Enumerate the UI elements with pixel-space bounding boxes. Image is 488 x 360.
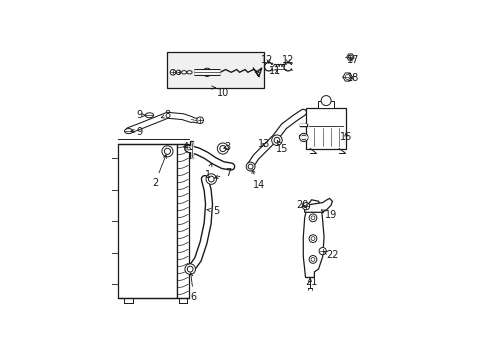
Text: 21: 21 [305, 276, 317, 287]
Text: 20: 20 [296, 201, 308, 210]
Text: 10: 10 [216, 88, 228, 98]
Circle shape [217, 143, 228, 154]
Circle shape [184, 264, 195, 274]
Text: 14: 14 [251, 170, 264, 190]
Bar [167, 51, 264, 87]
Text: 9: 9 [136, 110, 142, 120]
Circle shape [308, 214, 316, 222]
Circle shape [319, 247, 325, 255]
Text: 12: 12 [281, 55, 294, 65]
Text: 9: 9 [136, 127, 142, 137]
Ellipse shape [145, 113, 153, 118]
Text: 17: 17 [346, 55, 359, 65]
Circle shape [205, 174, 216, 184]
Ellipse shape [181, 71, 186, 74]
Circle shape [308, 256, 316, 263]
Circle shape [321, 96, 330, 105]
Bar [318, 100, 333, 108]
Text: 4: 4 [182, 142, 191, 152]
Circle shape [176, 70, 181, 75]
Text: 15: 15 [276, 141, 288, 153]
Text: 6: 6 [189, 273, 197, 302]
Circle shape [170, 69, 175, 75]
Text: 22: 22 [323, 250, 338, 260]
Bar [117, 144, 177, 298]
Ellipse shape [187, 71, 192, 74]
Ellipse shape [124, 129, 133, 134]
Polygon shape [303, 200, 324, 278]
Text: 3: 3 [224, 142, 230, 152]
Text: 1: 1 [204, 163, 212, 180]
Circle shape [197, 117, 203, 123]
Circle shape [245, 162, 255, 171]
Circle shape [203, 68, 211, 76]
Polygon shape [342, 73, 352, 81]
Text: 2: 2 [152, 155, 166, 188]
Text: 13: 13 [258, 139, 270, 149]
Circle shape [271, 135, 282, 145]
Bar [177, 144, 188, 298]
Circle shape [302, 203, 309, 210]
Text: 16: 16 [340, 132, 352, 143]
Text: 5: 5 [206, 206, 219, 216]
Bar [305, 108, 346, 149]
Text: 7: 7 [214, 168, 231, 179]
Text: 11: 11 [269, 66, 281, 76]
Circle shape [162, 146, 173, 157]
Polygon shape [304, 198, 332, 212]
Circle shape [308, 235, 316, 243]
Text: 18: 18 [346, 73, 359, 83]
Text: 12: 12 [261, 55, 273, 65]
Polygon shape [346, 54, 353, 60]
Text: 8: 8 [161, 110, 170, 120]
Circle shape [299, 133, 307, 141]
Text: 19: 19 [321, 210, 336, 220]
